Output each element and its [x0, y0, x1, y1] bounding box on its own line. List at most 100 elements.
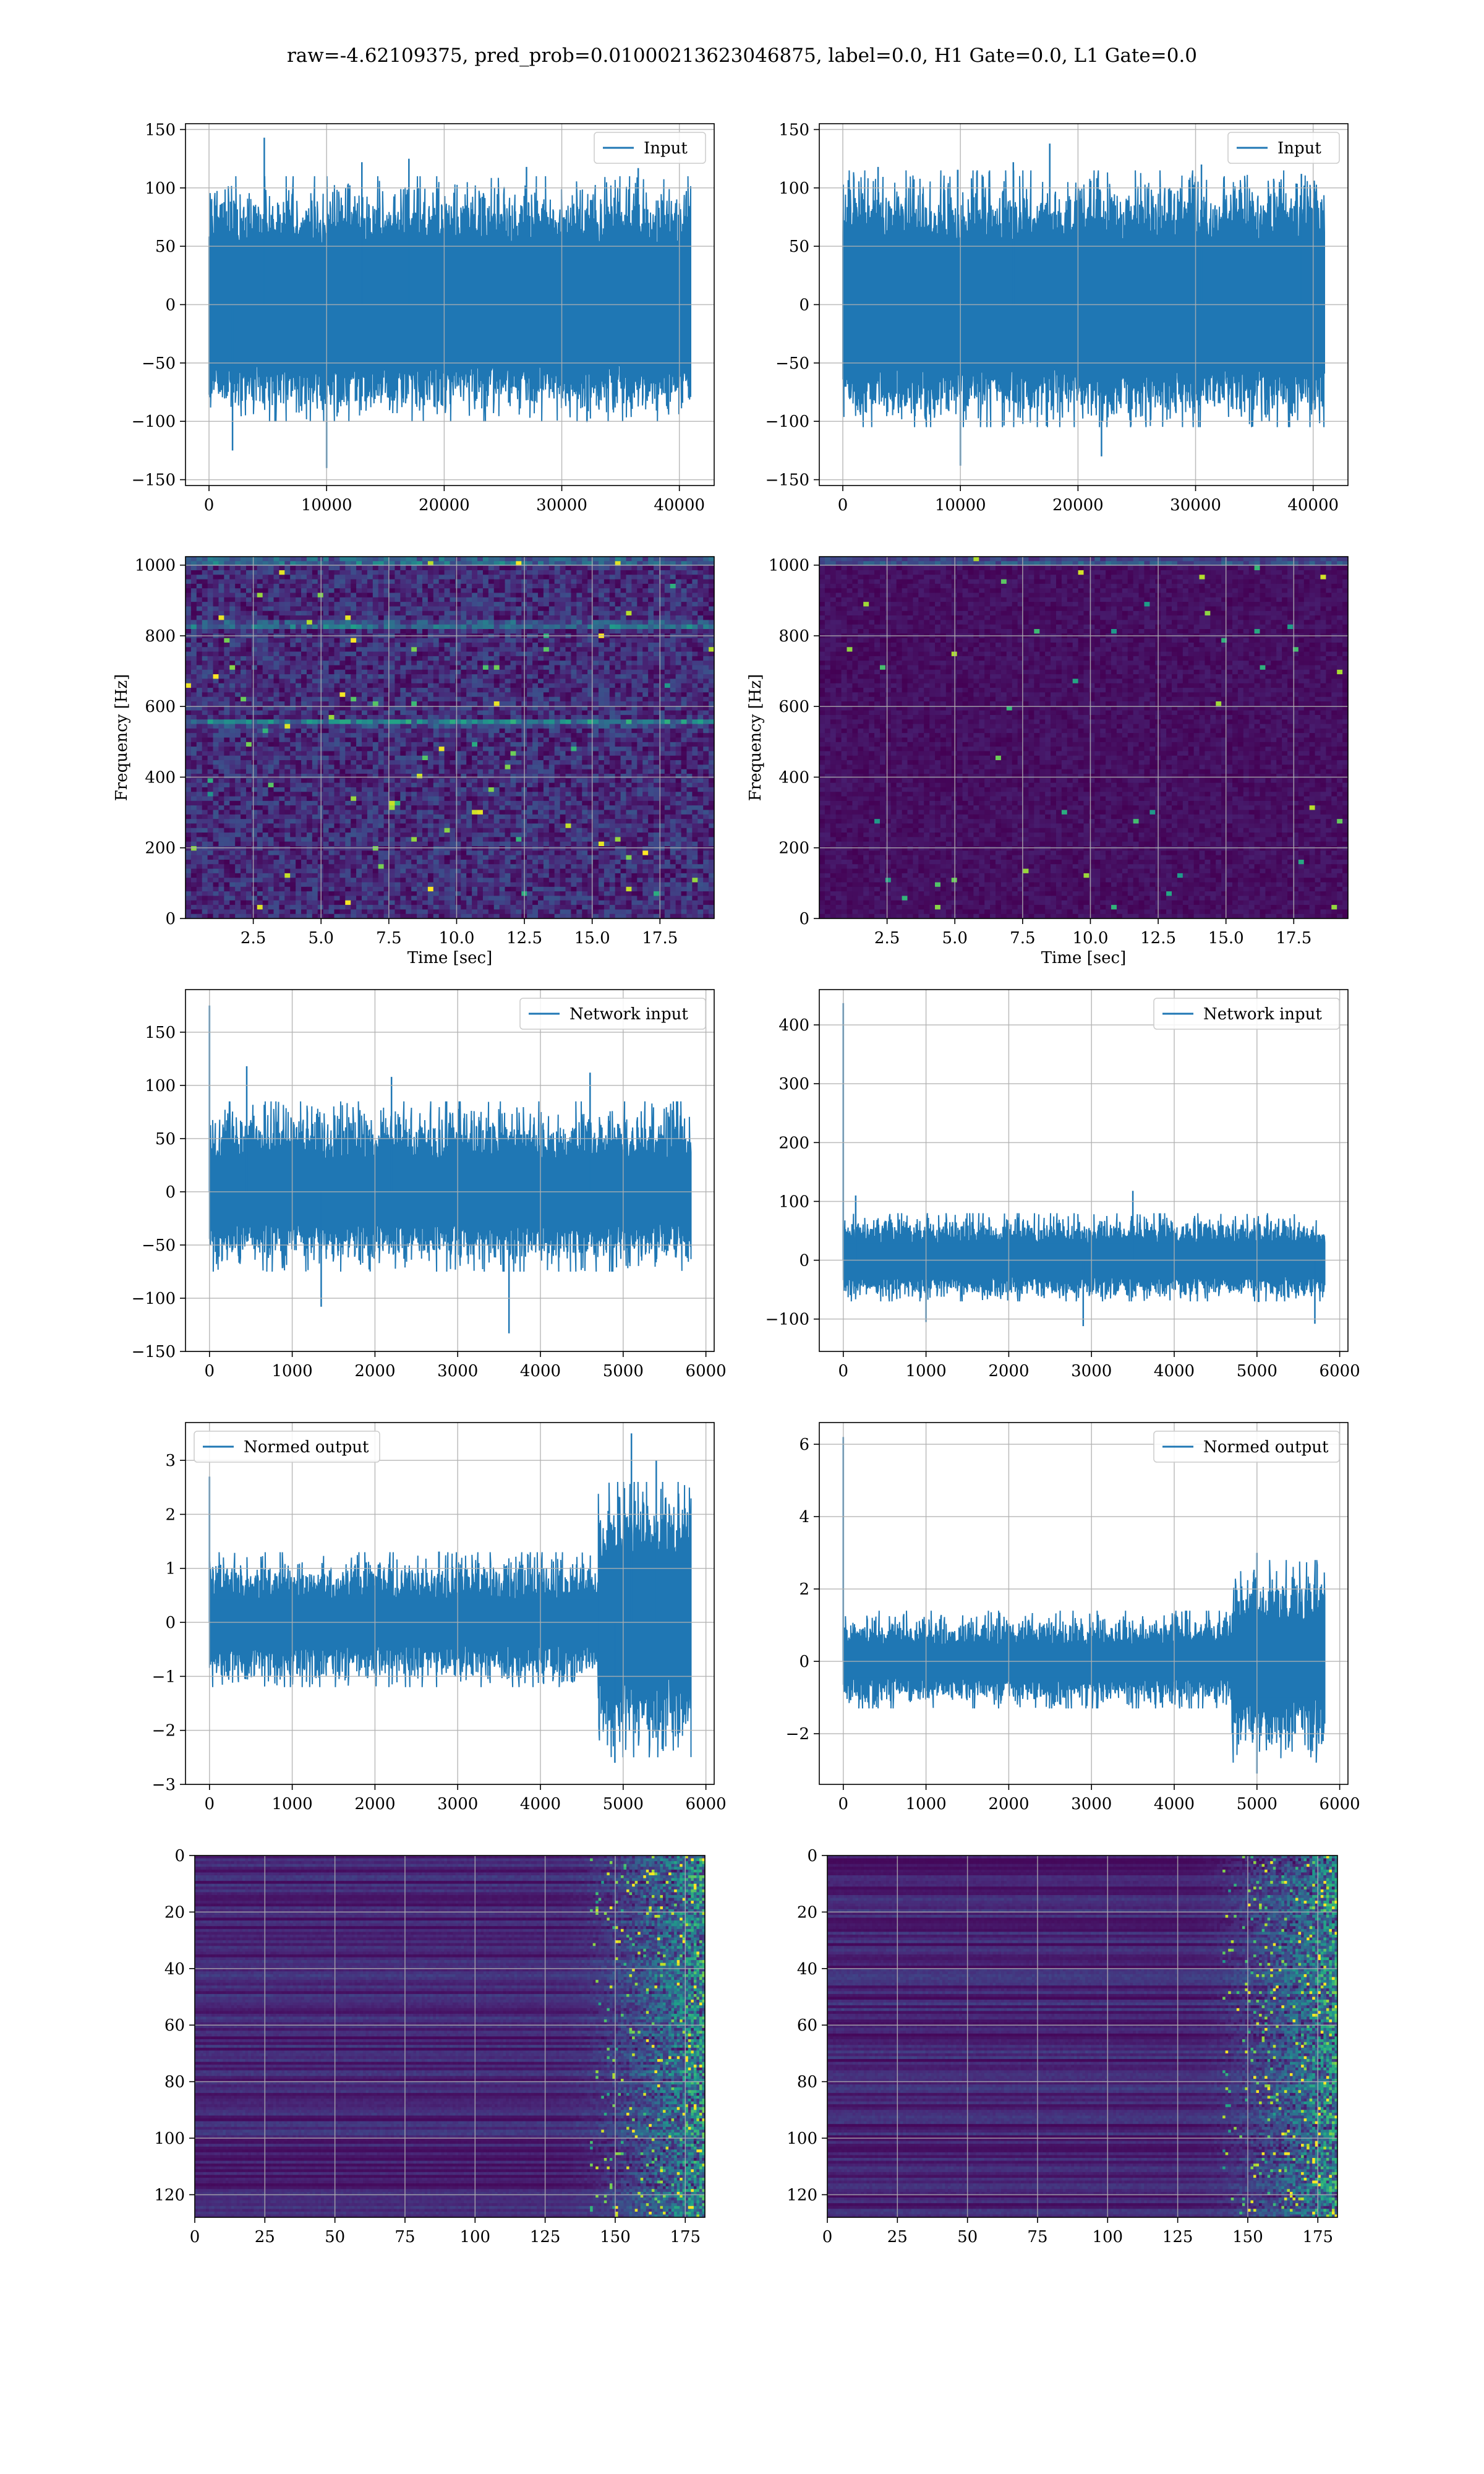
h1-spectrogram-cell [378, 584, 385, 589]
h1-spectrogram-cell [560, 643, 566, 648]
h1-spectrogram-cell [477, 597, 484, 602]
h1-spectrogram-cell [532, 701, 539, 706]
h1-spectrogram-cell [654, 742, 660, 747]
h1-spectrogram-cell [505, 584, 511, 589]
h1-spectrogram-cell [356, 742, 362, 747]
h1-spectrogram-cell [637, 615, 643, 620]
h1-spectrogram-cell [213, 692, 220, 697]
h1-spectrogram-cell [505, 751, 511, 756]
h1-spectrogram-cell [670, 742, 676, 747]
h1-spectrogram-cell [367, 643, 373, 648]
h1-spectrogram-cell [186, 715, 192, 720]
h1-spectrogram-cell [566, 764, 572, 769]
h1-spectrogram-cell [681, 670, 688, 675]
h1-spectrogram-cell [373, 661, 379, 666]
h1-spectrogram-cell [252, 783, 258, 788]
h1-spectrogram-cell [241, 719, 247, 724]
h1-spectrogram-cell [461, 738, 467, 743]
h1-spectrogram-cell [334, 711, 340, 716]
h1-spectrogram-cell [670, 760, 676, 765]
h1-spectrogram-cell [527, 778, 533, 783]
h1-spectrogram-cell [422, 683, 429, 688]
h1-spectrogram-cell [571, 733, 577, 738]
h1-spectrogram-cell [373, 701, 379, 706]
h1-spectrogram-cell [394, 647, 401, 652]
h1-spectrogram-cell [422, 729, 429, 734]
h1-spectrogram-cell [450, 688, 456, 693]
h1-spectrogram-cell [703, 701, 709, 706]
h1-spectrogram-cell [599, 733, 605, 738]
h1-spectrogram-cell [274, 769, 280, 774]
l1-input-ytick-label: 100 [778, 179, 809, 198]
h1-spectrogram-cell [692, 666, 698, 670]
h1-spectrogram-cell [268, 678, 275, 683]
h1-spectrogram-cell [329, 606, 335, 611]
h1-spectrogram-cell [450, 747, 456, 751]
h1-spectrogram-cell [637, 566, 643, 571]
h1-spectrogram-cell [642, 783, 649, 788]
h1-spectrogram-cell [400, 742, 406, 747]
h1-spectrogram-cell [709, 643, 715, 648]
h1-spectrogram-cell [555, 629, 561, 634]
h1-spectrogram-cell [697, 629, 704, 634]
h1-spectrogram-cell [301, 593, 307, 598]
h1-spectrogram-cell [428, 715, 434, 720]
h1-spectrogram-cell [411, 724, 417, 729]
h1-spectrogram-cell [263, 557, 269, 562]
h1-spectrogram-cell [505, 625, 511, 630]
h1-spectrogram-cell [356, 638, 362, 643]
h1-spectrogram-cell [527, 756, 533, 761]
h1-spectrogram-cell [186, 701, 192, 706]
h1-spectrogram-cell [544, 697, 550, 702]
h1-spectrogram-cell [417, 756, 423, 761]
h1-spectrogram-cell [654, 756, 660, 761]
h1-spectrogram-cell [665, 570, 671, 575]
h1-spectrogram-cell [654, 575, 660, 580]
h1-spectrogram-cell [466, 719, 472, 724]
h1-spectrogram-cell [186, 783, 192, 788]
h1-spectrogram-cell [394, 602, 401, 607]
h1-spectrogram-cell [263, 733, 269, 738]
h1-spectrogram-cell [637, 733, 643, 738]
h1-spectrogram-cell [224, 670, 230, 675]
h1-spectrogram-cell [637, 783, 643, 788]
h1-spectrogram-cell [566, 688, 572, 693]
h1-spectrogram-cell [637, 611, 643, 616]
h1-spectrogram-cell [500, 764, 506, 769]
h1-spectrogram-cell [224, 738, 230, 743]
h1-spectrogram-cell [544, 620, 550, 625]
h1-spectrogram-cell [433, 674, 440, 679]
h1-spectrogram-cell [670, 593, 676, 598]
h1-spectrogram-cell [279, 715, 285, 720]
h1-spectrogram-cell [202, 724, 208, 729]
h1-spectrogram-cell [186, 724, 192, 729]
h1-spectrogram-cell [218, 701, 224, 706]
h1-spectrogram-cell [235, 783, 241, 788]
h1-spectrogram-cell [378, 774, 385, 779]
h1-spectrogram-cell [549, 764, 555, 769]
h1-spectrogram-cell [466, 647, 472, 652]
h1-spectrogram-cell [665, 638, 671, 643]
h1-spectrogram-cell [394, 588, 401, 593]
h1-spectrogram-cell [505, 666, 511, 670]
h1-spectrogram-cell [697, 597, 704, 602]
h1-spectrogram-cell [356, 724, 362, 729]
h1-spectrogram-cell [648, 661, 654, 666]
h1-spectrogram-cell [697, 769, 704, 774]
h1-spectrogram-cell [527, 593, 533, 598]
h1-spectrogram-cell [394, 751, 401, 756]
h1-spectrogram-cell [252, 580, 258, 584]
h1-spectrogram-cell [582, 575, 588, 580]
h1-spectrogram-cell [483, 688, 489, 693]
h1-spectrogram-cell [670, 575, 676, 580]
h1-spectrogram-cell [378, 652, 385, 657]
h1-spectrogram-cell [229, 774, 236, 779]
h1-spectrogram-cell [621, 697, 627, 702]
h1-spectrogram-cell [197, 602, 203, 607]
h1-spectrogram-cell [665, 566, 671, 571]
h1-spectrogram-cell [599, 729, 605, 734]
h1-spectrogram-cell [433, 584, 440, 589]
h1-spectrogram-cell [378, 778, 385, 783]
h1-spectrogram-cell [186, 661, 192, 666]
h1-spectrogram-cell [378, 678, 385, 683]
